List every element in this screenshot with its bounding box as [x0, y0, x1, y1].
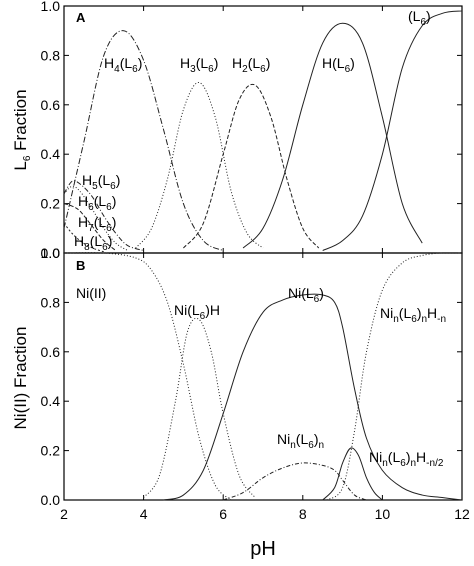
y-tick-label: 0.4	[41, 393, 61, 409]
panel-b-labels: Ni(II) Ni(L6)H Ni(L6) Nin(L6)nH-n Nin(L6…	[76, 285, 446, 469]
x-tick-label: 8	[299, 506, 307, 522]
y-tick-label: 0.2	[41, 443, 61, 459]
series-line-h5-l6	[63, 180, 144, 252]
series-line-h7-l6	[63, 203, 117, 251]
panel-a-labels: H4(L6) H3(L6) H2(L6) H(L6) (L6) H5(L6) H…	[74, 8, 431, 253]
label-h2-l6: H2(L6)	[232, 55, 270, 75]
panel-a-ylabel: L6 Fraction	[11, 89, 33, 170]
label-h7-l6: H7(L6)	[78, 214, 116, 234]
label-h-l6: H(L6)	[322, 55, 355, 75]
panel-a-ylabel-main: L	[11, 161, 30, 170]
label-h4-l6: H4(L6)	[104, 55, 142, 75]
x-tick-label: 4	[140, 506, 148, 522]
y-tick-label: 0.6	[41, 97, 61, 113]
panel-b-ylabel: Ni(II) Fraction	[11, 327, 30, 430]
y-tick-label: 0.2	[41, 196, 61, 212]
panel-b-letter: B	[76, 258, 85, 273]
label-nin-l6n: Nin(L6)n	[277, 431, 324, 451]
x-axis-title: pH	[250, 538, 276, 560]
panel-a-letter: A	[76, 10, 86, 25]
y-tick-label: 0.8	[41, 294, 61, 310]
label-h6-l6: H6(L6)	[78, 193, 116, 213]
label-ni-l6-h: Ni(L6)H	[174, 302, 220, 322]
y-tick-label: 0.4	[41, 146, 61, 162]
x-tick-label: 2	[60, 506, 68, 522]
label-nin-l6n-h-n2: Nin(L6)nH-n/2	[369, 449, 444, 469]
label-nin-l6n-h-n: Nin(L6)nH-n	[380, 305, 446, 325]
series-line-ni-l6	[163, 293, 463, 501]
y-tick-label: 0.0	[41, 245, 61, 261]
label-h5-l6: H5(L6)	[82, 172, 120, 192]
series-line-nin-l6-n	[223, 462, 367, 501]
series-line-h-l6	[242, 22, 423, 249]
panel-a-ticks: 0.0 0.2 0.4 0.6 0.8 1.0	[41, 0, 463, 261]
x-tick-label: 10	[375, 506, 391, 522]
y-tick-label: 1.0	[41, 245, 61, 261]
series-line-nin-l6-nh-n-2	[322, 447, 383, 501]
series-line-ni-l6-h	[143, 317, 256, 498]
series-line-l6	[322, 10, 463, 251]
label-ni-ii: Ni(II)	[76, 285, 106, 301]
y-tick-label: 0.8	[41, 47, 61, 63]
series-line-nin-l6-nh-n	[326, 252, 463, 501]
y-tick-label: 1.0	[41, 0, 61, 14]
series-line-h3-l6	[135, 82, 264, 249]
label-l6: (L6)	[408, 8, 431, 28]
x-tick-label: 12	[454, 506, 470, 522]
series-line-h4-l6	[63, 30, 224, 251]
series-line-h2-l6	[183, 83, 320, 249]
label-h3-l6: H3(L6)	[180, 55, 218, 75]
panel-b-frame	[63, 252, 463, 501]
label-h8-l6: H8(L6)	[74, 233, 112, 253]
series-line-h8-l6	[63, 223, 104, 253]
x-tick-label: 6	[219, 506, 227, 522]
panel-a-frame	[63, 5, 463, 254]
label-ni-l6: Ni(L6)	[288, 285, 324, 305]
panel-b-ticks: 0.0 0.2 0.4 0.6 0.8 1.0 2 4 6 8 10 12	[41, 245, 470, 522]
y-tick-label: 0.0	[41, 492, 61, 508]
panel-a-ylabel-rest: Fraction	[11, 89, 30, 155]
y-tick-label: 0.6	[41, 344, 61, 360]
panel-b-curves	[63, 252, 463, 501]
panel-a-curves	[63, 10, 463, 253]
panel-a-ylabel-sub: 6	[22, 155, 33, 161]
